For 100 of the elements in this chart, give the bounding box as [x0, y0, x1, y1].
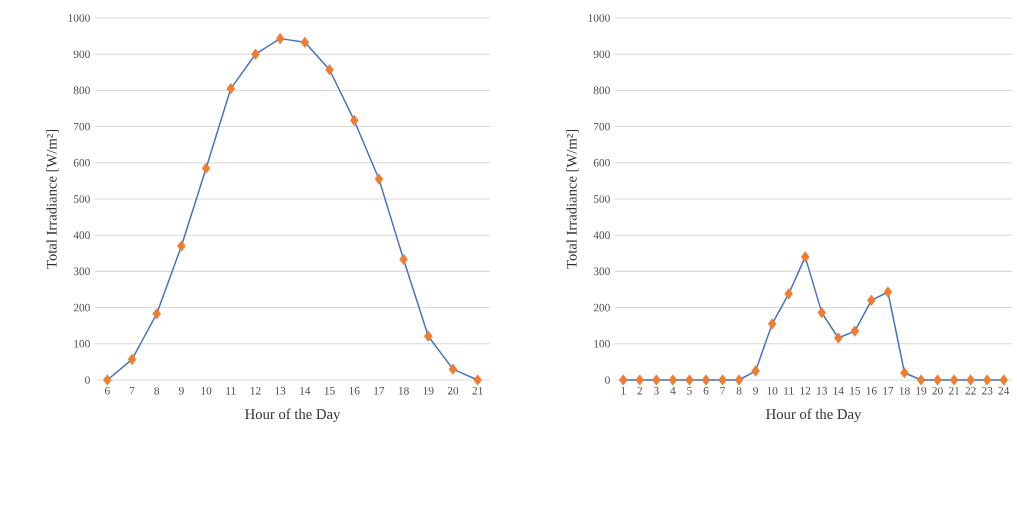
- x-tick-label: 18: [398, 386, 409, 395]
- y-tick-label: 0: [85, 376, 90, 384]
- point: [900, 367, 909, 379]
- point: [127, 353, 137, 365]
- point: [800, 251, 810, 263]
- x-tick-label: 13: [817, 386, 827, 395]
- x-tick-label: 11: [784, 386, 794, 395]
- point: [300, 36, 310, 48]
- y-tick-label: 800: [73, 86, 90, 95]
- x-tick-label: 5: [687, 386, 692, 395]
- x-tick-label: 13: [275, 386, 286, 395]
- x-tick-label: 12: [250, 386, 261, 395]
- y-tick-label: 200: [73, 303, 90, 312]
- point: [103, 374, 112, 386]
- x-tick-label: 9: [753, 386, 758, 395]
- x-tick-label: 10: [767, 386, 778, 395]
- x-tick-label: 12: [800, 386, 811, 395]
- x-tick-label: 6: [105, 386, 110, 395]
- x-tick-label: 10: [201, 386, 212, 395]
- y-tick-label: 300: [73, 267, 90, 276]
- x-tick-label: 22: [965, 386, 976, 395]
- y-tick-label: 200: [593, 303, 610, 312]
- point: [966, 374, 975, 386]
- y-tick-label: 100: [594, 339, 610, 348]
- point: [349, 114, 359, 127]
- point: [718, 374, 727, 386]
- x-axis-title: Hour of the Day: [766, 408, 862, 423]
- x-tick-label: 17: [883, 386, 894, 395]
- point: [374, 173, 384, 185]
- y-tick-label: 400: [73, 231, 90, 239]
- point: [867, 294, 876, 306]
- x-tick-label: 2: [637, 386, 643, 395]
- y-tick-label: 700: [594, 122, 610, 131]
- point: [916, 374, 926, 386]
- point: [685, 374, 694, 386]
- y-tick-label: 600: [73, 158, 90, 167]
- y-tick-label: 1000: [68, 14, 90, 22]
- y-tick-label: 500: [593, 195, 610, 203]
- point: [424, 330, 433, 342]
- y-tick-label: 900: [593, 50, 610, 59]
- point: [734, 374, 744, 386]
- point: [701, 374, 711, 386]
- point: [999, 374, 1008, 386]
- x-tick-label: 1: [621, 386, 626, 395]
- x-tick-label: 14: [300, 386, 311, 395]
- y-tick-label: 100: [74, 339, 90, 348]
- x-tick-label: 16: [866, 386, 877, 395]
- point: [226, 82, 236, 95]
- x-tick-label: 24: [998, 386, 1010, 395]
- point: [275, 33, 285, 45]
- x-tick-label: 7: [129, 386, 135, 395]
- point: [619, 374, 628, 386]
- point: [883, 286, 893, 298]
- point: [767, 318, 777, 330]
- x-tick-label: 17: [374, 386, 385, 395]
- x-tick-label: 3: [654, 386, 659, 395]
- point: [817, 307, 827, 319]
- y-tick-label: 700: [74, 122, 90, 131]
- x-tick-label: 11: [226, 386, 236, 395]
- x-tick-label: 6: [703, 386, 709, 395]
- y-tick-label: 900: [73, 50, 90, 59]
- point: [949, 374, 959, 386]
- x-tick-label: 16: [349, 386, 360, 395]
- y-tick-label: 500: [73, 195, 90, 203]
- x-tick-label: 7: [720, 386, 726, 395]
- y-tick-label: 400: [593, 231, 610, 239]
- x-tick-label: 18: [899, 386, 910, 395]
- x-tick-label: 8: [736, 386, 742, 395]
- y-tick-label: 1000: [588, 14, 610, 22]
- x-tick-label: 4: [670, 386, 676, 395]
- x-tick-label: 21: [948, 386, 960, 395]
- point: [201, 162, 211, 174]
- x-tick-label: 20: [932, 386, 943, 395]
- point: [784, 288, 793, 300]
- point: [473, 374, 482, 386]
- point: [652, 374, 661, 386]
- point: [668, 374, 678, 386]
- point: [325, 64, 334, 76]
- x-tick-label: 23: [982, 386, 993, 395]
- point: [834, 332, 843, 344]
- x-axis-title: Hour of the Day: [245, 408, 341, 423]
- x-tick-label: 8: [154, 386, 160, 395]
- point: [751, 365, 760, 377]
- y-tick-label: 0: [605, 376, 610, 384]
- point: [448, 363, 458, 375]
- x-tick-label: 19: [916, 386, 927, 395]
- y-axis-title: Total Irradiance [W/m²]: [566, 129, 579, 269]
- point: [982, 374, 992, 386]
- x-tick-label: 9: [178, 386, 184, 395]
- x-tick-label: 19: [423, 386, 434, 395]
- x-tick-label: 21: [472, 386, 483, 395]
- y-tick-label: 800: [593, 86, 610, 95]
- x-tick-label: 15: [324, 386, 335, 395]
- point: [177, 240, 186, 252]
- y-tick-label: 600: [593, 158, 610, 167]
- point: [933, 374, 942, 386]
- point: [850, 325, 860, 337]
- point: [251, 48, 260, 60]
- point: [152, 308, 161, 320]
- x-tick-label: 20: [447, 386, 459, 395]
